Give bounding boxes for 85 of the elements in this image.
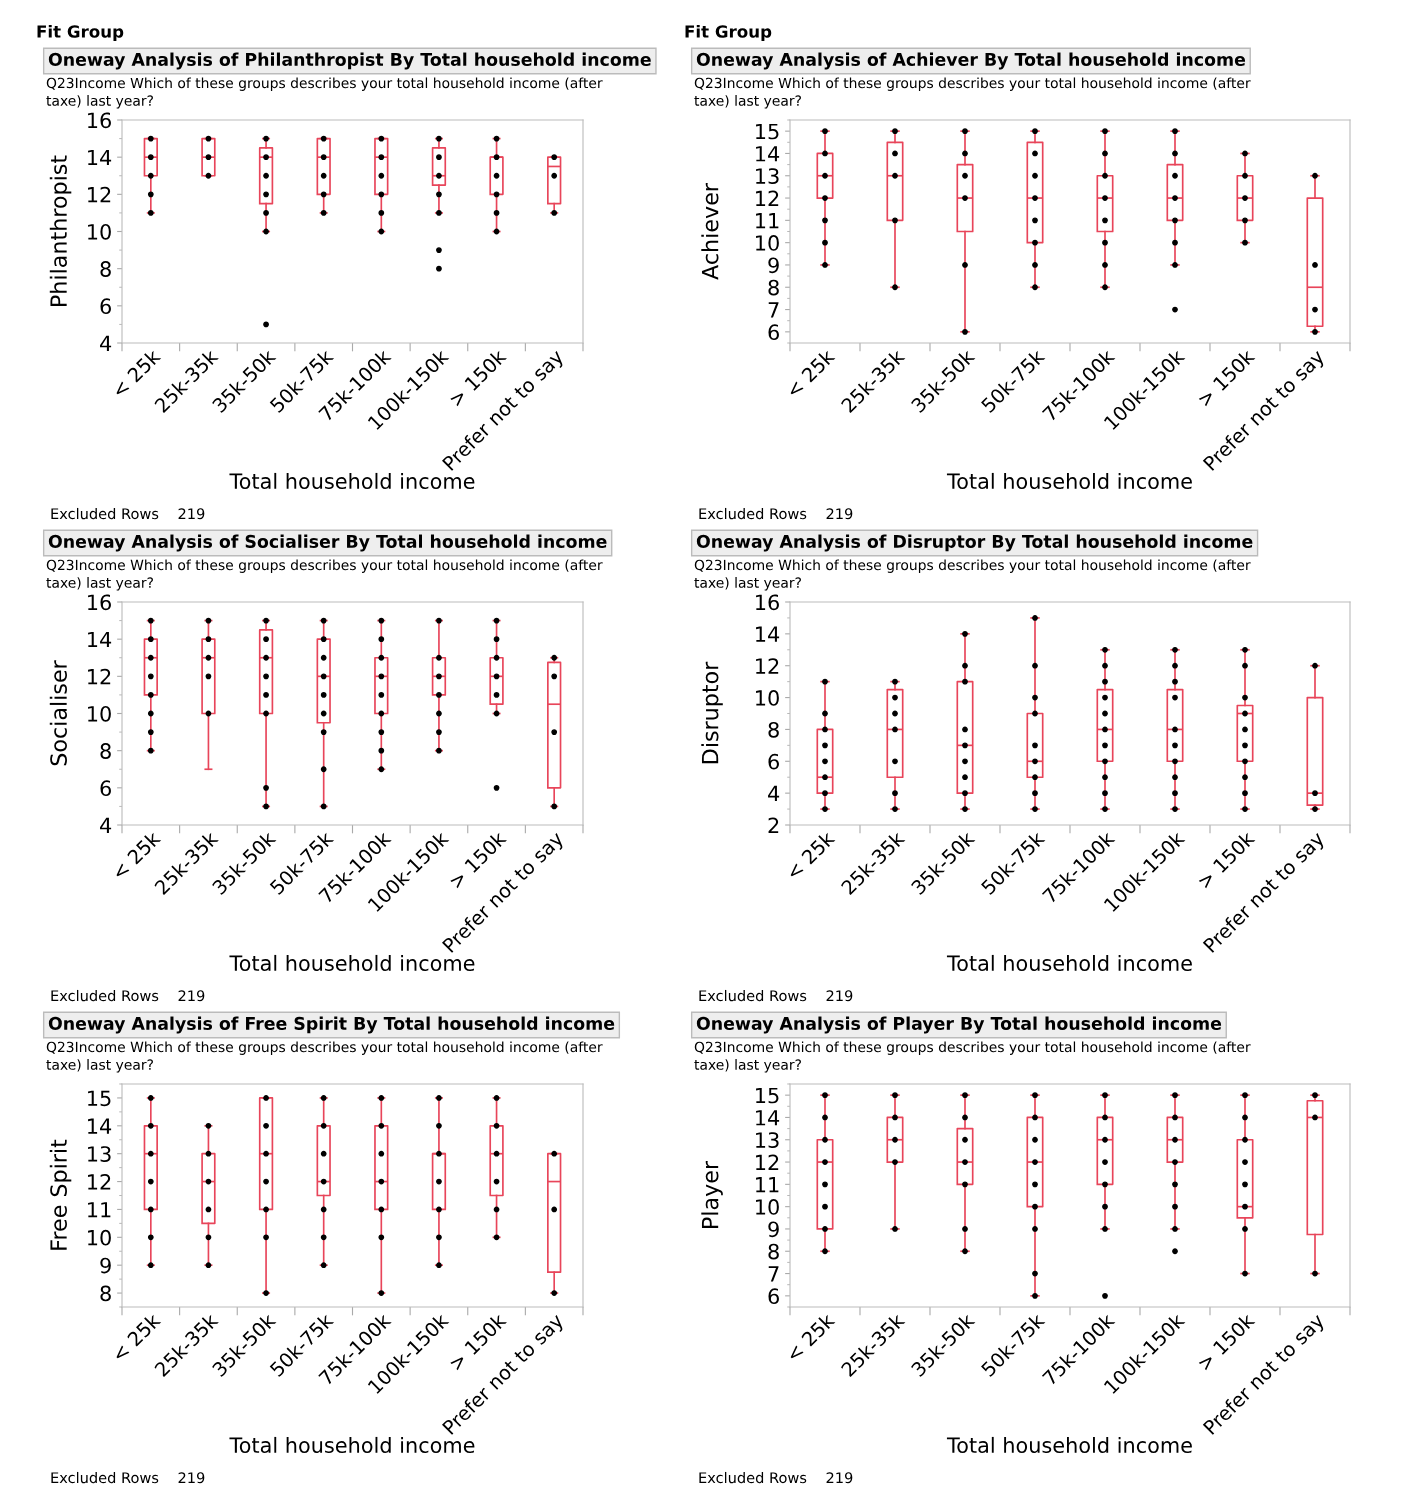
y-tick-label: 10 [756,690,779,706]
y-tick-label: 7 [768,302,779,318]
y-tick-label: 11 [88,1202,111,1218]
y-tick-label: 10 [88,223,111,240]
y-tick-label: 7 [768,1266,779,1282]
chart-subtitle: Q23Income Which of these groups describes your total household income (after taxe) last year? [694,77,1251,109]
y-tick-label: 6 [100,780,111,797]
y-tick-label: 9 [768,257,779,274]
y-tick-label: 12 [88,1174,111,1190]
y-tick-label: 11 [756,1177,779,1193]
y-tick-label: 4 [768,785,780,802]
x-tick-label: < 25k [785,829,836,881]
text: Excluded Rows 219 [51,989,205,1002]
text: Excluded Rows 219 [699,507,853,520]
y-tick-label: 8 [768,1243,779,1260]
y-tick-label: 12 [88,186,111,203]
x-axis-title: Total household income [229,1436,475,1454]
x-axis-title: Total household income [229,954,475,972]
y-tick-label: 15 [88,1090,111,1107]
y-tick-label: 13 [756,168,779,184]
y-tick-label: 13 [88,1146,111,1162]
y-axis-title: Socialiser [49,660,67,766]
chart-title: Oneway Analysis of Philanthropist By Total household income [48,52,651,70]
y-tick-label: 16 [88,112,111,129]
y-tick-label: 6 [768,1288,779,1305]
y-tick-label: 12 [88,668,111,685]
x-axis-title: Total household income [946,472,1192,490]
y-tick-label: 14 [88,149,112,166]
text: Excluded Rows 219 [699,989,853,1002]
y-tick-label: 15 [756,123,779,140]
y-tick-label: 8 [768,279,779,296]
text: Excluded Rows 219 [51,1471,205,1484]
y-tick-label: 6 [768,753,779,770]
y-tick-label: 12 [756,658,779,674]
chart-title: Oneway Analysis of Player By Total household income [696,1016,1222,1034]
text: Fit Group [685,24,772,42]
text: Excluded Rows 219 [51,507,205,520]
chart-title: Oneway Analysis of Achiever By Total household income [696,52,1246,70]
chart-subtitle: Q23Income Which of these groups describes your total household income (after taxe) last year? [694,559,1251,591]
y-tick-label: 9 [100,1257,111,1274]
y-tick-label: 14 [756,1110,780,1126]
y-tick-label: 8 [768,721,779,738]
chart-title: Oneway Analysis of Disruptor By Total household income [696,534,1253,552]
y-tick-label: 10 [756,235,779,251]
y-axis-title: Free Spirit [49,1139,72,1250]
y-axis-title: Disruptor [701,661,723,764]
x-axis-title: Total household income [229,472,475,490]
y-tick-label: 6 [100,298,111,315]
x-axis-title: Total household income [946,1436,1192,1454]
y-tick-label: 14 [756,626,780,642]
chart-subtitle: Q23Income Which of these groups describes your total household income (after taxe) last year? [46,1041,603,1073]
y-tick-label: 6 [768,324,779,341]
y-tick-label: 8 [100,743,111,759]
y-tick-label: 13 [756,1132,779,1148]
chart-subtitle: Q23Income Which of these groups describes your total household income (after taxe) last year? [46,559,603,591]
y-tick-label: 12 [756,1154,779,1170]
chart-title: Oneway Analysis of Free Spirit By Total household income [48,1016,615,1034]
y-tick-label: 14 [756,146,780,162]
y-tick-label: 9 [768,1221,779,1238]
chart-subtitle: Q23Income Which of these groups describes your total household income (after taxe) last year? [694,1041,1251,1073]
y-tick-label: 4 [100,817,112,833]
x-tick-label: < 25k [785,1311,836,1363]
y-axis-title: Achiever [701,183,719,280]
y-tick-label: 12 [756,190,779,206]
y-tick-label: 10 [88,705,111,722]
text: Excluded Rows 219 [699,1471,853,1484]
chart-title: Oneway Analysis of Socialiser By Total household income [48,534,607,552]
y-tick-label: 11 [756,213,779,229]
y-tick-label: 16 [756,594,779,611]
y-tick-label: 14 [88,1118,112,1134]
y-tick-label: 8 [100,1285,111,1302]
y-axis-title: Player [701,1160,723,1228]
y-tick-label: 16 [88,594,111,611]
y-axis-title: Philanthropist [49,155,72,306]
y-tick-label: 15 [756,1087,779,1104]
y-tick-label: 2 [768,817,779,833]
y-tick-label: 10 [756,1199,779,1215]
x-tick-label: < 25k [785,347,836,399]
y-tick-label: 10 [88,1229,111,1246]
chart-subtitle: Q23Income Which of these groups describes your total household income (after taxe) last year? [46,77,603,109]
y-tick-label: 8 [100,261,111,277]
y-tick-label: 4 [100,335,112,351]
x-axis-title: Total household income [946,954,1192,972]
text: Fit Group [37,24,124,42]
y-tick-label: 14 [88,631,112,648]
